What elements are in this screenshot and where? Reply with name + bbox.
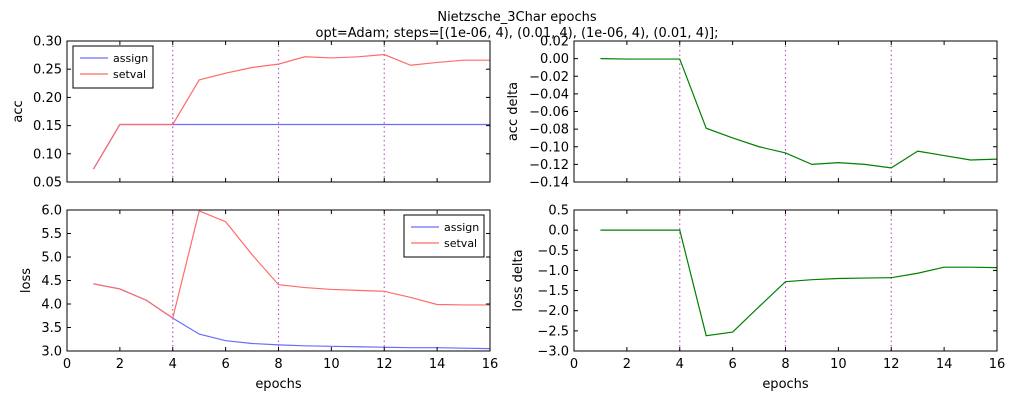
y-tick-label: 0.30 (33, 35, 62, 50)
y-tick-label: 6.0 (41, 204, 62, 219)
x-tick-label: 8 (781, 357, 789, 372)
figure-subtitle: opt=Adam; steps=[(1e-06, 4), (0.01, 4), … (316, 26, 719, 41)
y-tick-label: 4.5 (41, 274, 62, 289)
x-axis-label: epochs (762, 377, 809, 392)
y-tick-label: −0.04 (529, 87, 569, 102)
y-tick-label: 0.02 (540, 35, 569, 50)
y-tick-label: 0.0 (548, 224, 569, 239)
y-tick-label: −1.5 (537, 284, 569, 299)
y-tick-label: −0.06 (529, 105, 569, 120)
y-tick-label: −0.12 (529, 158, 569, 173)
loss-delta-panel: 0 2 4 6 8 10 12 14 16 −3.0 −2.5 −2.0 −1.5 −1.0 −0.5 0.0… (511, 204, 1005, 393)
loss-panel: 0 2 4 6 8 10 12 14 16 3.0 3.5 4.0 4.5 5.0 5.5 6.0 loss ep… (19, 204, 498, 393)
y-tick-label: 0.05 (33, 176, 62, 191)
y-tick-label: −0.14 (529, 176, 569, 191)
y-tick-label: 0.00 (540, 52, 569, 67)
x-tick-label: 0 (63, 357, 71, 372)
legend-box (403, 214, 485, 258)
axes-frame (573, 40, 998, 183)
y-tick-label: 0.15 (33, 119, 62, 134)
x-tick-label: 12 (376, 357, 393, 372)
setval-series-line (93, 210, 490, 320)
y-tick-label: −0.5 (537, 244, 569, 259)
legend-label-assign: assign (113, 52, 148, 65)
x-tick-label: 10 (323, 357, 340, 372)
loss_delta-series-line (600, 229, 997, 337)
x-tick-label: 10 (830, 357, 847, 372)
x-tick-label: 12 (883, 357, 900, 372)
setval-series-line (92, 53, 490, 170)
y-axis-label: acc delta (506, 82, 521, 141)
y-axis-label: loss delta (511, 249, 526, 311)
legend-box (72, 45, 154, 89)
x-tick-label: 0 (570, 357, 578, 372)
y-tick-label: 5.0 (41, 251, 62, 266)
legend: assign setval (72, 45, 154, 89)
y-tick-label: −2.5 (537, 324, 569, 339)
x-tick-label: 2 (623, 357, 631, 372)
y-tick-label: 3.5 (41, 321, 62, 336)
y-axis-label: acc (11, 100, 26, 122)
x-tick-label: 4 (676, 357, 684, 372)
axes-frame (573, 209, 998, 352)
x-tick-label: 2 (116, 357, 124, 372)
x-tick-label: 16 (482, 357, 499, 372)
acc_delta-series-line (600, 58, 997, 169)
y-tick-label: −2.0 (537, 304, 569, 319)
x-axis-label: epochs (255, 377, 302, 392)
x-tick-label: 4 (169, 357, 177, 372)
y-tick-label: 3.0 (41, 345, 62, 360)
legend: assign setval (403, 214, 485, 258)
y-tick-label: −0.10 (529, 140, 569, 155)
y-axis-label: loss (19, 268, 34, 293)
legend-label-setval: setval (113, 68, 146, 81)
assign-series-line (93, 283, 490, 350)
legend-label-setval: setval (444, 237, 477, 250)
y-tick-label: 0.10 (33, 147, 62, 162)
x-tick-label: 16 (989, 357, 1006, 372)
acc-panel: 0.05 0.10 0.15 0.20 0.25 0.30 acc assign setval (11, 35, 491, 191)
y-tick-label: 5.5 (41, 227, 62, 242)
y-tick-label: 0.25 (33, 63, 62, 78)
acc-delta-panel: −0.14 −0.12 −0.10 −0.08 −0.06 −0.04 −0.02 0.00 0… (506, 35, 998, 191)
y-tick-label: −0.02 (529, 70, 569, 85)
y-tick-label: −0.08 (529, 123, 569, 138)
y-tick-label: −3.0 (537, 345, 569, 360)
x-tick-label: 6 (221, 357, 229, 372)
figure-title: Nietzsche_3Char epochs (437, 10, 597, 25)
y-tick-label: −1.0 (537, 264, 569, 279)
x-tick-label: 14 (429, 357, 446, 372)
y-tick-label: 4.0 (41, 298, 62, 313)
assign-series-line (92, 123, 490, 170)
legend-label-assign: assign (444, 221, 479, 234)
y-tick-label: 0.20 (33, 91, 62, 106)
x-tick-label: 14 (936, 357, 953, 372)
y-tick-label: 0.5 (548, 204, 569, 219)
x-tick-label: 6 (728, 357, 736, 372)
x-tick-label: 8 (274, 357, 282, 372)
